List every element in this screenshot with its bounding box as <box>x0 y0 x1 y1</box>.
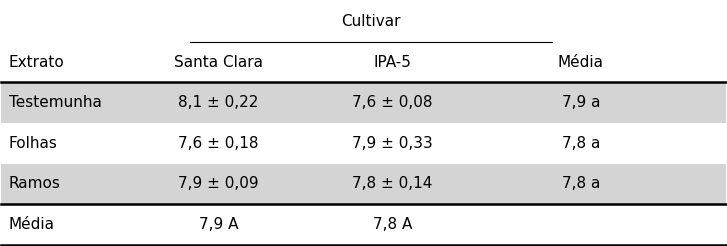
Bar <box>1 123 726 164</box>
Text: 7,9 a: 7,9 a <box>561 95 600 110</box>
Text: 7,6 ± 0,18: 7,6 ± 0,18 <box>178 136 259 151</box>
Text: 7,8 A: 7,8 A <box>373 217 412 232</box>
Text: Extrato: Extrato <box>9 55 65 70</box>
Text: Média: Média <box>9 217 55 232</box>
Text: 7,6 ± 0,08: 7,6 ± 0,08 <box>352 95 433 110</box>
Text: 7,9 ± 0,09: 7,9 ± 0,09 <box>178 176 259 191</box>
Text: Testemunha: Testemunha <box>9 95 102 110</box>
Bar <box>1 204 726 245</box>
Text: Média: Média <box>558 55 603 70</box>
Text: Santa Clara: Santa Clara <box>174 55 263 70</box>
Text: 7,8 ± 0,14: 7,8 ± 0,14 <box>353 176 433 191</box>
Text: 7,8 a: 7,8 a <box>561 176 600 191</box>
Bar <box>1 82 726 123</box>
Bar <box>1 164 726 204</box>
Text: Folhas: Folhas <box>9 136 57 151</box>
Text: IPA-5: IPA-5 <box>374 55 411 70</box>
Text: 7,9 A: 7,9 A <box>199 217 238 232</box>
Text: 7,8 a: 7,8 a <box>561 136 600 151</box>
Text: 8,1 ± 0,22: 8,1 ± 0,22 <box>178 95 259 110</box>
Text: 7,9 ± 0,33: 7,9 ± 0,33 <box>352 136 433 151</box>
Text: Ramos: Ramos <box>9 176 60 191</box>
Bar <box>1 42 726 82</box>
Text: Cultivar: Cultivar <box>341 14 401 29</box>
Bar <box>1 1 726 42</box>
